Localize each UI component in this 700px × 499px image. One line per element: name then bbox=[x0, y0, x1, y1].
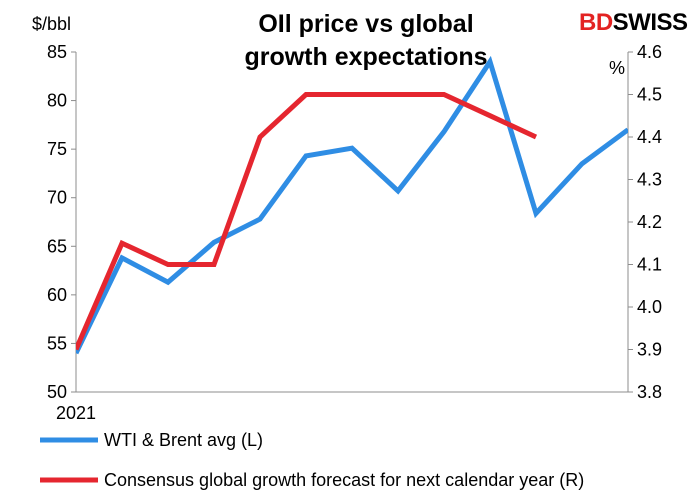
left-tick-label: 65 bbox=[47, 236, 67, 256]
right-tick-label: 4.1 bbox=[637, 255, 662, 275]
brand-bd: BD bbox=[579, 9, 613, 36]
left-tick-label: 60 bbox=[47, 285, 67, 305]
chart-title-line-1: OIl price vs global bbox=[258, 10, 473, 38]
x-axis-label: 2021 bbox=[56, 403, 96, 423]
legend: WTI & Brent avg (L) Consensus global grow… bbox=[40, 430, 584, 490]
right-tick-label: 4.5 bbox=[637, 85, 662, 105]
right-axis-ticks: 3.8 3.9 4.0 4.1 4.2 4.3 4.4 4.5 4.6 bbox=[628, 42, 662, 402]
bdswiss-logo: BDSWISS bbox=[579, 9, 689, 36]
left-tick-label: 55 bbox=[47, 333, 67, 353]
left-axis-ticks: 50 55 60 65 70 75 80 85 bbox=[47, 42, 76, 402]
left-axis-unit: $/bbl bbox=[32, 14, 71, 34]
right-tick-label: 3.9 bbox=[637, 340, 662, 360]
right-axis-unit: % bbox=[609, 58, 625, 78]
left-tick-label: 80 bbox=[47, 91, 67, 111]
left-tick-label: 85 bbox=[47, 42, 67, 62]
legend-label-1: Consensus global growth forecast for nex… bbox=[104, 470, 584, 490]
right-tick-label: 4.2 bbox=[637, 212, 662, 232]
right-tick-label: 4.0 bbox=[637, 297, 662, 317]
series-line-oil-price bbox=[76, 55, 628, 355]
legend-label-0: WTI & Brent avg (L) bbox=[104, 430, 263, 450]
right-tick-label: 4.6 bbox=[637, 42, 662, 62]
left-tick-label: 50 bbox=[47, 382, 67, 402]
left-tick-label: 75 bbox=[47, 139, 67, 159]
series-line-growth-forecast bbox=[76, 92, 538, 351]
right-tick-label: 3.8 bbox=[637, 382, 662, 402]
svg-text:BDSWISS: BDSWISS bbox=[579, 9, 688, 36]
chart-title-line-2: growth expectations bbox=[244, 43, 487, 71]
brand-swiss: SWISS bbox=[613, 9, 688, 36]
right-tick-label: 4.4 bbox=[637, 127, 662, 147]
right-tick-label: 4.3 bbox=[637, 170, 662, 190]
left-tick-label: 70 bbox=[47, 188, 67, 208]
